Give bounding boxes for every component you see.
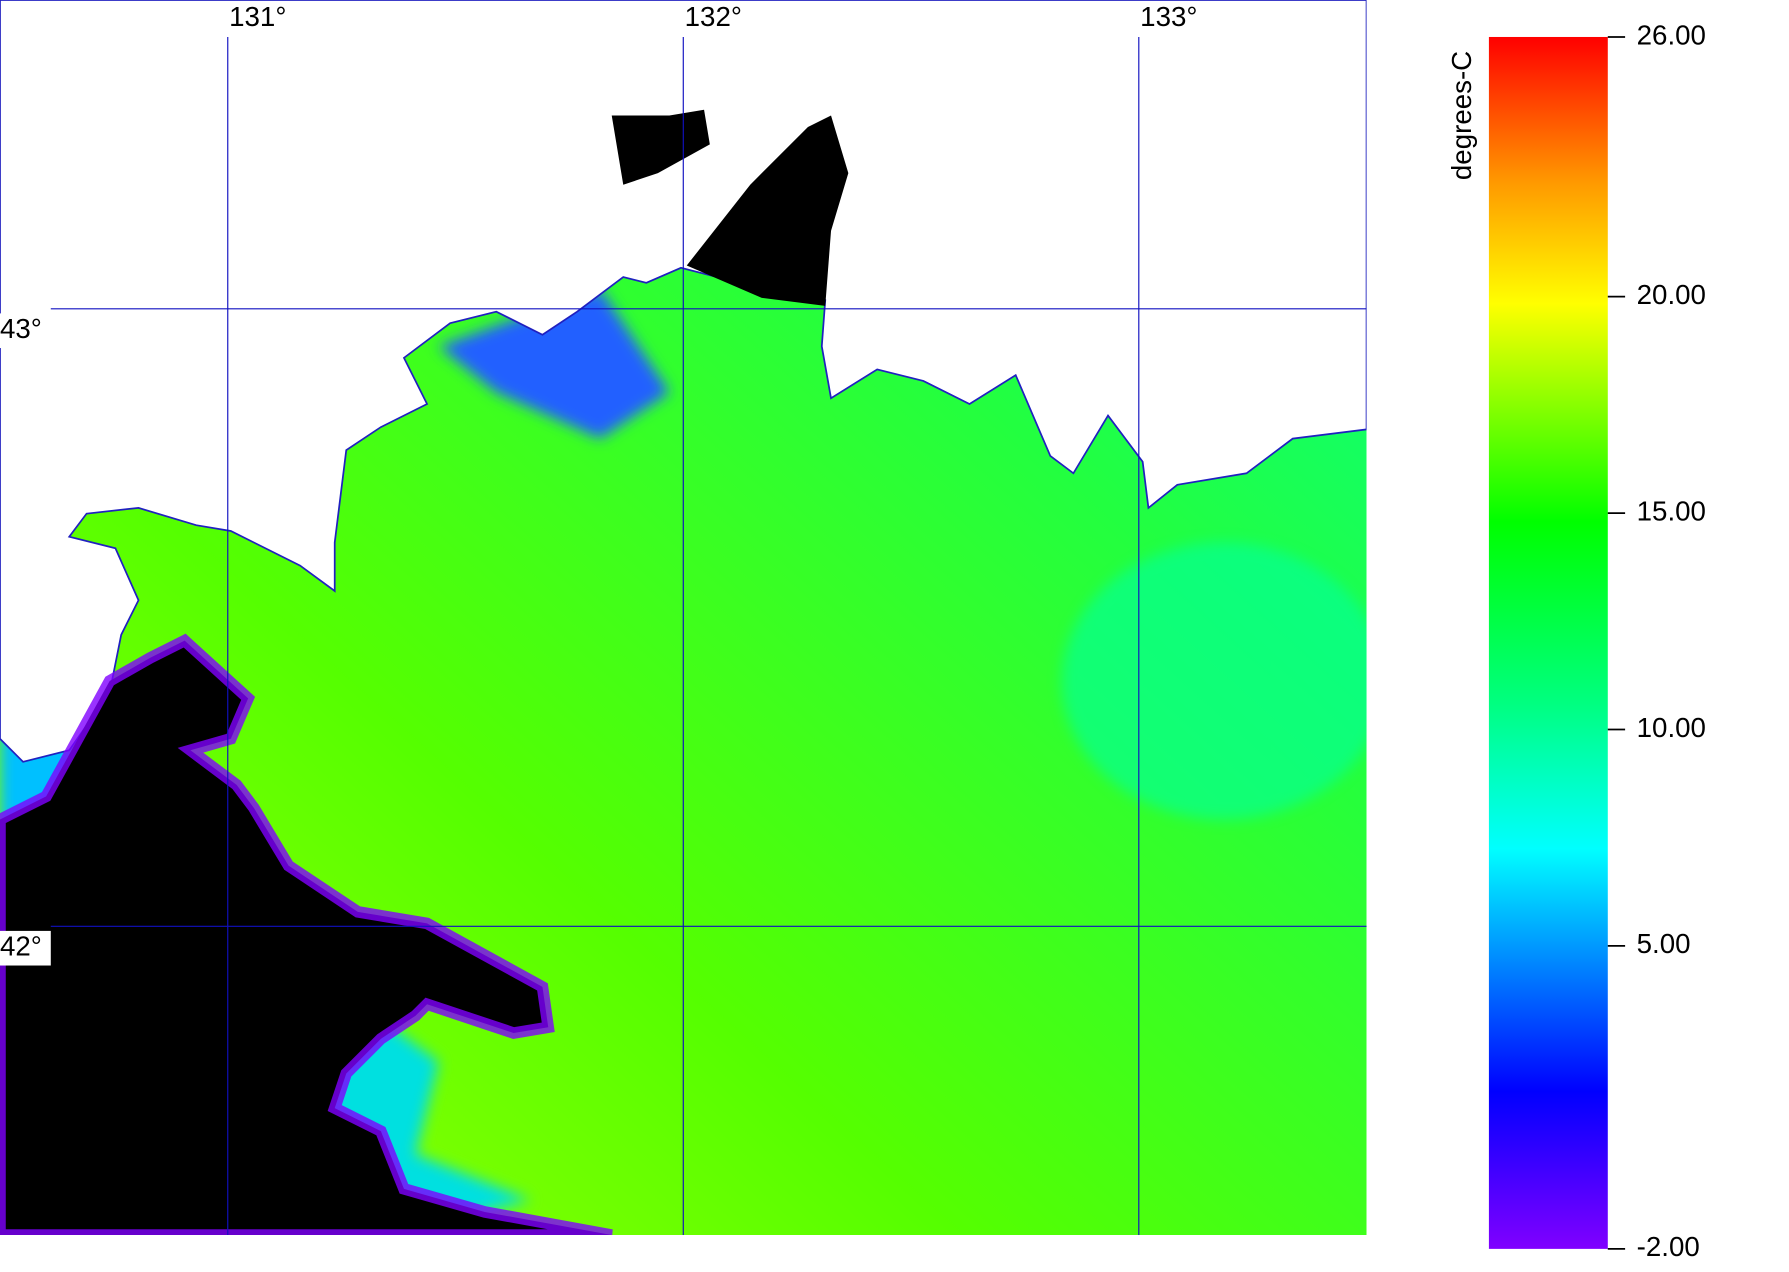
lon-label: 131°	[229, 1, 286, 32]
colorbar-label: degrees-C	[1446, 51, 1477, 180]
map-image	[0, 0, 1367, 1236]
lat-label-bg	[0, 930, 51, 966]
land-white	[0, 0, 1367, 763]
cool-patch	[1061, 542, 1367, 820]
colorbar-tick-label: 5.00	[1637, 928, 1691, 959]
lon-label: 132°	[685, 1, 742, 32]
colorbar-tick-label: 26.00	[1637, 19, 1706, 50]
lat-label: 43°	[0, 313, 42, 344]
colorbar-tick-label: 10.00	[1637, 712, 1706, 743]
land-black	[0, 633, 613, 1236]
graticule: 131° 132° 133° 43° 42°	[0, 1, 1367, 1236]
colorbar-ticks: 26.00 20.00 15.00 10.00 5.00 -2.00	[1607, 19, 1706, 1262]
lat-label: 42°	[0, 931, 42, 962]
lat-label-bg	[0, 313, 51, 349]
colorbar-tick-label: -2.00	[1637, 1231, 1700, 1262]
lon-label: 133°	[1140, 1, 1197, 32]
colorbar-tick-label: 20.00	[1637, 279, 1706, 310]
land-black	[686, 115, 849, 306]
colorbar	[1488, 36, 1608, 1249]
land-black	[611, 109, 710, 185]
colorbar-tick-label: 15.00	[1637, 495, 1706, 526]
